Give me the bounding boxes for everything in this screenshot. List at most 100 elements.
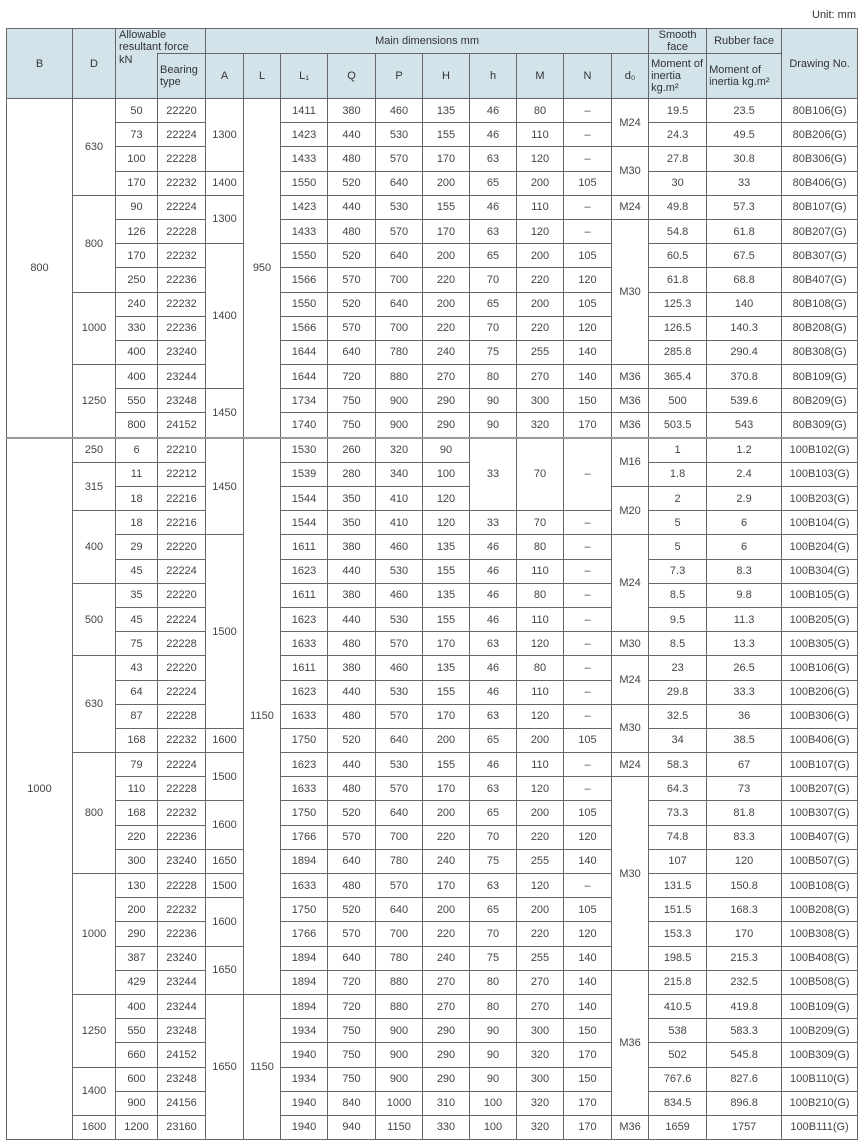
header-bearing-type: Bearing type: [157, 53, 206, 99]
table-cell: M36: [610, 388, 650, 414]
table-cell: 200: [422, 291, 470, 317]
header-rubber-face: Rubber face: [706, 28, 783, 54]
table-cell: 750: [327, 388, 376, 414]
table-cell: 640: [375, 727, 423, 754]
header-dim-q: Q: [327, 53, 376, 99]
table-cell: 200: [422, 170, 470, 196]
table-cell: 502: [648, 1042, 708, 1068]
header-dim-h-lower: h: [469, 53, 517, 99]
table-cell: 46: [469, 606, 517, 633]
table-cell: 70: [516, 436, 564, 512]
table-cell: 2.9: [706, 485, 783, 512]
table-cell: 1611: [280, 655, 328, 681]
table-cell: M30: [610, 218, 650, 366]
table-cell: 900: [375, 1042, 423, 1068]
table-cell: 70: [469, 267, 517, 293]
table-cell: 1000: [72, 291, 116, 366]
table-cell: 170: [563, 412, 612, 439]
table-cell: 22224: [157, 752, 206, 778]
table-cell: 110: [516, 558, 564, 584]
table-cell: 105: [563, 291, 612, 317]
table-cell: 440: [327, 122, 376, 148]
table-row: 1000 250 6 22210 1450 1150 1530 260 320 90 33 70– M1…: [6, 436, 859, 1141]
table-cell: 1500: [205, 872, 244, 899]
table-cell: 300: [516, 1066, 564, 1092]
table-cell: 220: [422, 315, 470, 341]
table-cell: 900: [375, 388, 423, 414]
table-cell: –: [563, 752, 612, 778]
table-cell: 1734: [280, 388, 328, 414]
table-cell: 570: [327, 921, 376, 947]
table-body: 800 630 50 22220 1300 950 1411 380 460 135 46 80– M2…: [6, 97, 859, 1141]
table-cell: 767.6: [648, 1066, 708, 1092]
table-cell: 170: [563, 1090, 612, 1116]
table-cell: 900: [375, 412, 423, 439]
table-row: 100 22228 1433 480 570 170 63 120– M30 27.8 30.8 80…: [7, 146, 859, 196]
table-cell: 1250: [72, 993, 116, 1068]
table-cell: 90: [422, 436, 470, 463]
table-cell: 65: [469, 727, 517, 754]
table-cell: 255: [516, 848, 564, 875]
table-cell: 170: [422, 631, 470, 657]
table-cell: 140: [563, 969, 612, 995]
table-cell: 800: [72, 752, 116, 874]
table-cell: 75: [469, 339, 517, 366]
table-cell: 22232: [157, 727, 206, 754]
table-row: 110 22228 1633 480 570 170 63 120– M30 64.3 73 100B…: [7, 776, 859, 971]
table-cell: 570: [375, 872, 423, 899]
table-cell: –: [563, 122, 612, 148]
table-cell: 1: [648, 436, 708, 463]
table-cell: 24.3: [648, 122, 708, 148]
table-cell: 380: [327, 655, 376, 681]
table-cell: 79: [115, 752, 158, 778]
table-cell: 720: [327, 969, 376, 995]
table-cell: 640: [375, 170, 423, 196]
table-cell: 64: [115, 679, 158, 705]
table-cell: 170: [422, 872, 470, 899]
table-cell: 22224: [157, 122, 206, 148]
table-cell: M24: [610, 655, 650, 705]
table-cell: 1894: [280, 993, 328, 1020]
table-cell: 120: [563, 267, 612, 293]
table-cell: 130: [115, 872, 158, 899]
table-cell: 65: [469, 897, 517, 923]
table-cell: 520: [327, 291, 376, 317]
table-cell: 503.5: [648, 412, 708, 439]
table-cell: 90: [469, 1018, 517, 1044]
table-cell: 1750: [280, 897, 328, 923]
table-cell: M20: [610, 485, 650, 536]
table-cell: 46: [469, 582, 517, 608]
table-cell: 350: [327, 485, 376, 512]
table-cell: 215.8: [648, 969, 708, 995]
table-cell: 1300: [205, 98, 244, 172]
table-cell: 110: [516, 679, 564, 705]
table-cell: 570: [327, 315, 376, 341]
table-cell: 140: [706, 291, 783, 317]
table-cell: 19.5: [648, 97, 708, 124]
table-row: 250 22236 1566 570 700 220 70 220 120 61.8 68.8 80B…: [7, 267, 859, 293]
table-cell: 1623: [280, 752, 328, 778]
table-cell: 168: [115, 727, 158, 754]
table-cell: 170: [706, 921, 783, 947]
table-cell: 120: [516, 631, 564, 657]
table-cell: 200: [516, 243, 564, 269]
table-cell: 50: [115, 97, 158, 124]
table-cell: 80: [516, 97, 564, 124]
table-cell: 34: [648, 727, 708, 754]
table-cell: 22232: [157, 170, 206, 196]
table-cell: 640: [375, 897, 423, 923]
table-cell: 410: [375, 485, 423, 512]
table-cell: 18: [115, 510, 158, 536]
table-cell: 300: [516, 388, 564, 414]
table-cell: 46: [469, 194, 517, 220]
table-cell: 220: [422, 267, 470, 293]
table-cell: 120: [706, 848, 783, 875]
table-cell: 120: [516, 776, 564, 802]
table-cell: 780: [375, 945, 423, 971]
table-cell: 70: [469, 824, 517, 850]
table-row: 630 43 22220 1611 380 460 135 46 80– M24 23 26.5 100…: [7, 655, 859, 754]
header-kn: kN: [115, 53, 158, 99]
table-cell: 1633: [280, 872, 328, 899]
table-cell: 780: [375, 339, 423, 366]
table-cell: 320: [516, 412, 564, 439]
